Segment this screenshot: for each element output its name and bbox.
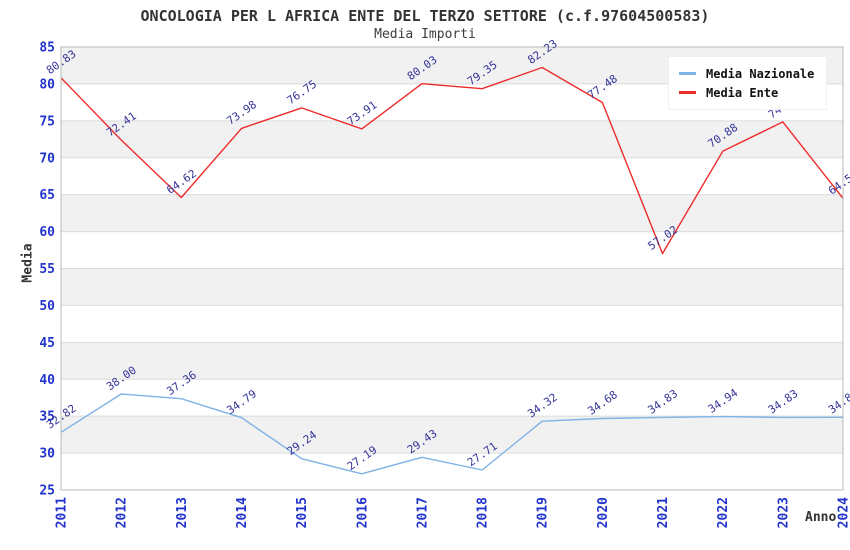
legend-swatch-media-ente (679, 91, 696, 94)
y-tick-label: 80 (39, 77, 55, 92)
x-tick-label: 2012 (115, 497, 130, 528)
y-tick-label: 25 (39, 484, 55, 499)
x-tick-label: 2024 (837, 497, 850, 528)
x-tick-label: 2022 (716, 497, 731, 528)
y-tick-label: 35 (39, 410, 55, 425)
y-tick-label: 55 (39, 262, 55, 277)
y-tick-label: 30 (39, 447, 55, 462)
chart-title: ONCOLOGIA PER L AFRICA ENTE DEL TERZO SE… (140, 7, 710, 25)
x-tick-label: 2013 (175, 497, 190, 528)
plot-band (61, 416, 843, 454)
series-line-media-nazionale (60, 393, 844, 475)
plot-band (61, 268, 843, 306)
y-tick-label: 60 (39, 225, 55, 240)
plot-band (61, 453, 843, 490)
legend-item-media-ente: Media Ente (679, 83, 814, 102)
plot-band (61, 120, 843, 158)
y-axis-title: Media (20, 243, 36, 283)
y-tick-label: 45 (39, 336, 55, 351)
plot-band (61, 231, 843, 269)
plot-band (61, 342, 843, 380)
plot-band (61, 157, 843, 195)
x-tick-label: 2017 (415, 497, 430, 528)
chart-subtitle: Media Importi (374, 27, 476, 42)
x-tick-label: 2015 (295, 497, 310, 528)
plot-border (60, 46, 844, 491)
y-tick-label: 70 (39, 151, 55, 166)
plot-band (61, 379, 843, 417)
y-tick-label: 75 (39, 114, 55, 129)
x-tick-label: 2018 (476, 497, 491, 528)
x-tick-label: 2014 (235, 497, 250, 528)
x-tick-label: 2011 (55, 497, 70, 528)
y-tick-label: 65 (39, 188, 55, 203)
x-tick-label: 2023 (776, 497, 791, 528)
x-tick-label: 2020 (596, 497, 611, 528)
x-axis-ticks: 2011 2012 2013 2014 2015 2016 2017 2018 2019 2020… (55, 497, 850, 528)
x-axis-title: Anno (805, 510, 837, 525)
y-axis-ticks: 25 30 35 40 45 50 55 60 65 70 75 80 85 (39, 41, 55, 499)
y-tick-label: 85 (39, 41, 55, 56)
plot-band (61, 305, 843, 343)
x-tick-label: 2021 (656, 497, 671, 528)
legend: Media Nazionale Media Ente (668, 56, 828, 110)
y-tick-label: 50 (39, 299, 55, 314)
legend-swatch-media-nazionale (679, 72, 696, 75)
legend-label: Media Nazionale (706, 66, 815, 81)
series-lines (60, 66, 844, 475)
y-tick-label: 40 (39, 373, 55, 388)
plot-border-rect (60, 46, 844, 491)
x-tick-label: 2019 (536, 497, 551, 528)
legend-label: Media Ente (706, 85, 779, 100)
legend-item-media-nazionale: Media Nazionale (679, 64, 814, 83)
plot-band (61, 194, 843, 232)
x-tick-label: 2016 (355, 497, 370, 528)
series-line-media-ente (60, 66, 844, 255)
